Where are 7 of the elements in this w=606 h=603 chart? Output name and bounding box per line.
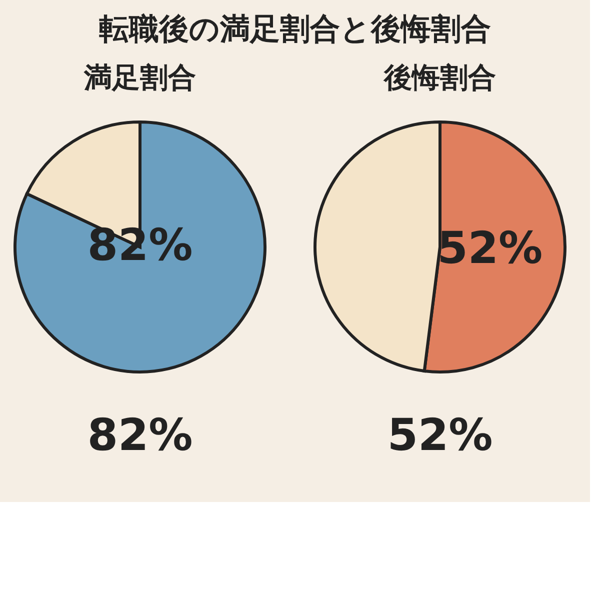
chart-title: 後悔割合 [383, 61, 496, 94]
text: 転職後の満足割合と後悔割合 [99, 12, 491, 47]
text: 82% [87, 410, 193, 461]
pie-slice [14, 120, 266, 374]
chart-title: 満足割合 [83, 61, 196, 94]
text: 52% [387, 410, 493, 461]
data-label: 52% [437, 223, 543, 274]
